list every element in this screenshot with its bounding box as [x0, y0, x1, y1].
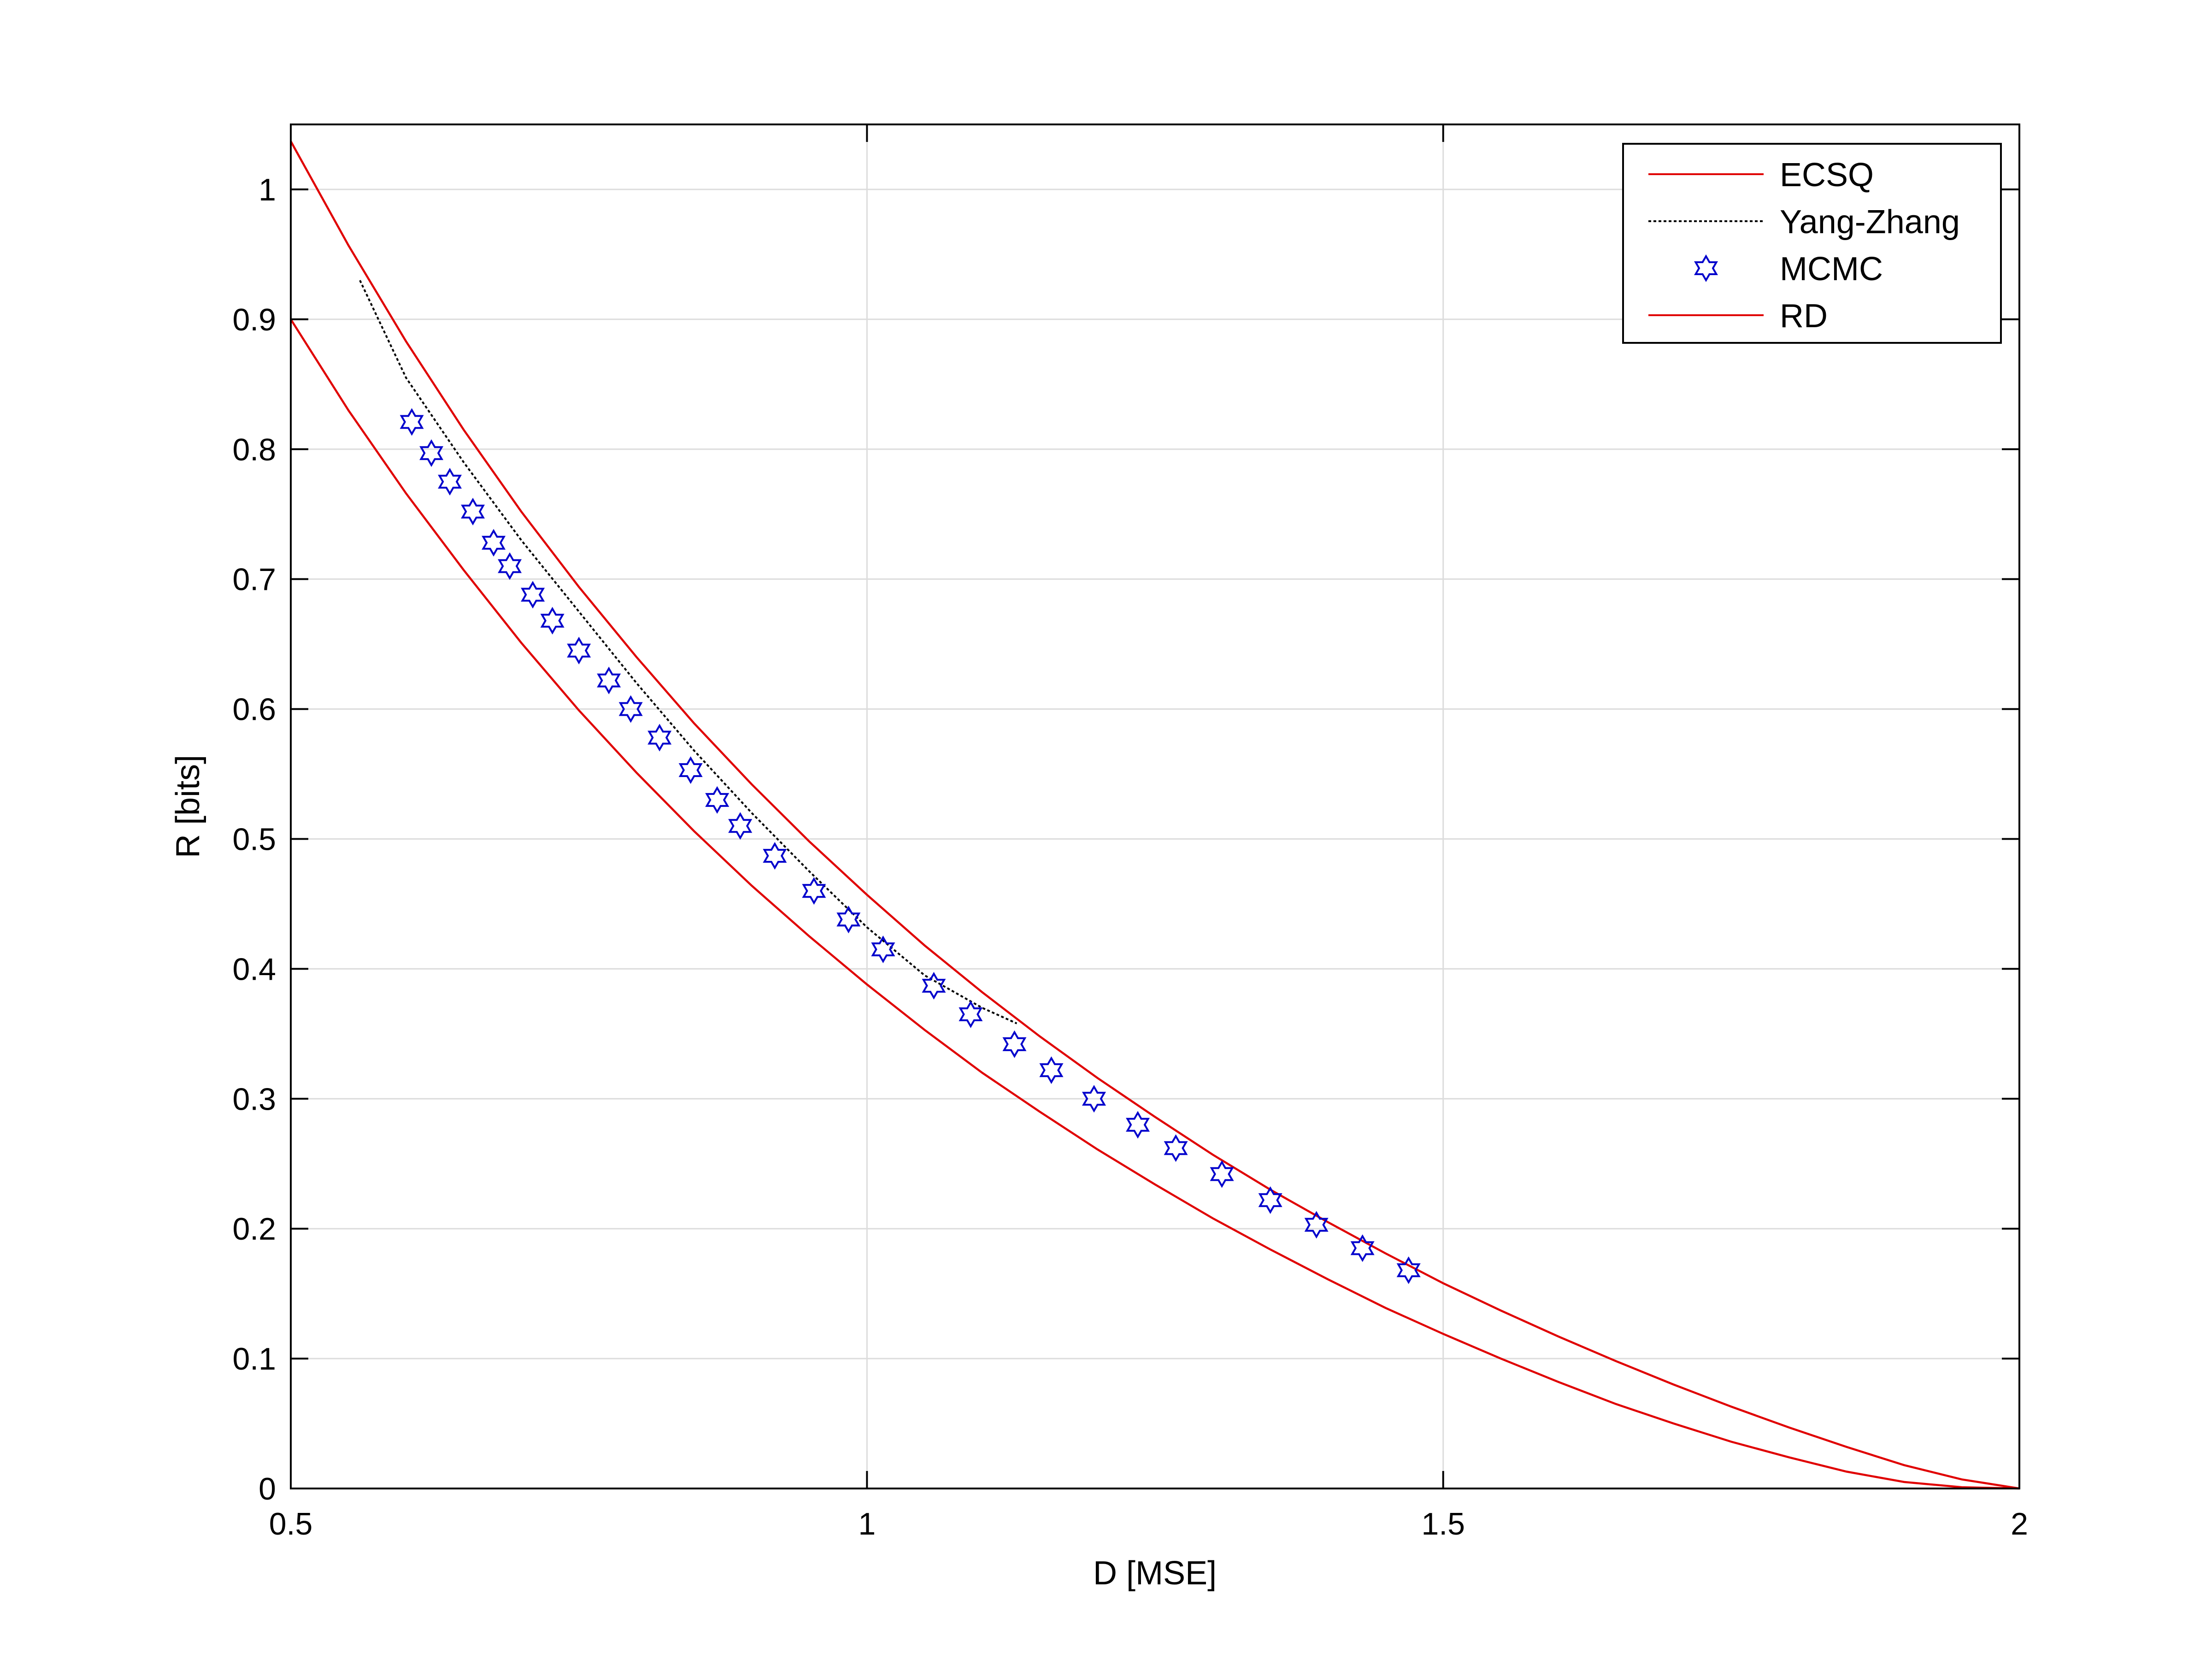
- series-ecsq: [290, 141, 2020, 1490]
- y-tick-label: 0.7: [232, 562, 276, 597]
- legend-label: ECSQ: [1780, 157, 1874, 194]
- data-point: [1258, 1186, 1282, 1214]
- plot-area: [291, 124, 2019, 1488]
- data-point: [482, 529, 506, 557]
- legend-item: Yang-Zhang: [1648, 204, 1960, 241]
- legend-marker: [1694, 254, 1718, 282]
- data-point: [1304, 1211, 1329, 1239]
- data-point: [419, 439, 444, 467]
- data-point: [1002, 1030, 1027, 1058]
- x-axis-label: D [MSE]: [1093, 1555, 1217, 1592]
- legend-item: RD: [1648, 298, 1828, 335]
- data-point: [678, 756, 703, 784]
- legend-label: Yang-Zhang: [1780, 204, 1960, 241]
- data-point: [461, 498, 485, 526]
- data-point: [728, 812, 753, 840]
- data-point: [1039, 1056, 1064, 1084]
- series-line: [359, 280, 1018, 1024]
- data-point: [1082, 1085, 1106, 1113]
- data-point: [836, 906, 861, 934]
- y-tick-label: 0.2: [232, 1212, 276, 1247]
- legend: ECSQ Yang-Zhang MCMC RD: [1622, 143, 2002, 344]
- data-point: [1396, 1256, 1421, 1284]
- legend-item: MCMC: [1694, 251, 1883, 288]
- data-point: [618, 695, 643, 723]
- data-point: [1350, 1234, 1375, 1262]
- data-point: [498, 552, 522, 580]
- y-tick-label: 0.1: [232, 1341, 276, 1377]
- x-tick-label: 0.5: [269, 1506, 313, 1541]
- y-tick-label: 0: [259, 1471, 276, 1506]
- y-tick-label: 0.5: [232, 822, 276, 857]
- x-tick-label: 2: [2011, 1506, 2028, 1541]
- y-tick-label: 1: [259, 172, 276, 207]
- y-tick-label: 0.6: [232, 692, 276, 727]
- legend-label: MCMC: [1780, 251, 1883, 288]
- legend-item: ECSQ: [1648, 157, 1874, 194]
- data-point: [540, 606, 565, 635]
- data-point: [438, 468, 462, 496]
- data-point: [400, 408, 424, 436]
- y-tick-label: 0.3: [232, 1082, 276, 1117]
- data-point: [521, 581, 545, 609]
- plot-frame: [290, 124, 2020, 1489]
- legend-box: [1622, 143, 2002, 344]
- data-point: [1210, 1160, 1234, 1188]
- data-point: [705, 786, 729, 814]
- y-tick-label: 0.8: [232, 432, 276, 467]
- data-point: [597, 666, 621, 694]
- data-point: [763, 842, 787, 870]
- series-mcmc: [400, 408, 1421, 1284]
- data-point: [922, 971, 946, 1000]
- data-point: [567, 636, 591, 665]
- y-axis-label: R [bits]: [170, 755, 206, 858]
- series-line: [290, 318, 2020, 1490]
- series-line: [290, 141, 2020, 1490]
- y-tick-label: 0.9: [232, 302, 276, 337]
- x-tick-label: 1: [858, 1506, 876, 1541]
- x-tick-label: 1.5: [1421, 1506, 1465, 1541]
- legend-label: RD: [1780, 298, 1828, 335]
- data-point: [1164, 1134, 1188, 1162]
- series-layer: [290, 141, 2020, 1490]
- data-point: [871, 935, 895, 964]
- data-point: [959, 1000, 983, 1029]
- series-yang-zhang: [359, 280, 1018, 1024]
- series-rd: [290, 318, 2020, 1490]
- axis-ticks: 0.5 1 1.5 2 0 0.1 0.2 0.3 0.4 0.5 0.6 0.7 0.8 0.9 1: [232, 124, 2028, 1541]
- y-tick-label: 0.4: [232, 952, 276, 987]
- data-point: [1126, 1111, 1150, 1139]
- data-point: [647, 724, 672, 752]
- data-point: [802, 877, 826, 905]
